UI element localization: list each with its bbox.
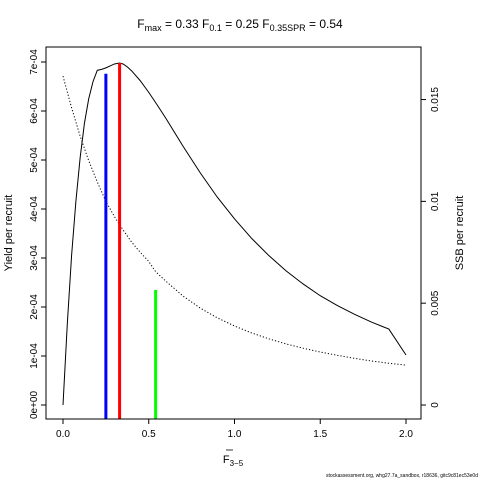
y-left-tick-label: 1e-04 <box>29 343 40 369</box>
chart-title: Fmax = 0.33 F0.1 = 0.25 F0.35SPR = 0.54 <box>137 17 343 33</box>
f01-label: F <box>202 17 209 31</box>
yield-per-recruit-curve <box>62 62 407 406</box>
y-axis-right: 0 0.005 0.01 0.015 <box>420 87 441 408</box>
f35-label: F <box>262 17 269 31</box>
x-tick-label: 0.0 <box>56 429 70 440</box>
footer-text: stockassessment.org, whg27.7a_sandbox, r… <box>326 473 478 479</box>
y-right-tick-label: 0.005 <box>430 290 441 315</box>
y-right-tick-label: 0 <box>430 402 441 408</box>
fmax-label: F <box>137 17 144 31</box>
y-axis-right-title: SSB per recruit <box>454 196 466 271</box>
x-axis-title: F3−5 <box>223 454 244 468</box>
f35-value: = 0.54 <box>309 17 343 31</box>
y-left-tick-label: 4e-04 <box>29 196 40 222</box>
y-right-tick-label: 0.01 <box>430 191 441 211</box>
f01-value: = 0.25 <box>225 17 259 31</box>
ssb-per-recruit-curve <box>62 75 407 366</box>
x-tick-label: 2.0 <box>399 429 413 440</box>
x-tick-label: 0.5 <box>142 429 156 440</box>
y-axis-left-title: Yield per recruit <box>3 195 15 272</box>
y-left-tick-label: 6e-04 <box>29 98 40 124</box>
x-axis-title-main: F <box>223 454 230 466</box>
x-axis: 0.0 0.5 1.0 1.5 2.0 <box>56 418 413 440</box>
f01-sub: 0.1 <box>209 23 222 33</box>
x-tick-label: 1.0 <box>228 429 242 440</box>
y-axis-left: 0e+00 1e-04 2e-04 3e-04 4e-04 5e-04 6e-04 7e-04 <box>29 49 47 420</box>
reference-lines-layer <box>104 62 158 419</box>
curves-layer <box>62 62 407 406</box>
fmax-sub: max <box>145 23 163 33</box>
plot-frame <box>45 46 422 420</box>
y-left-tick-label: 0e+00 <box>29 391 40 420</box>
y-left-tick-label: 7e-04 <box>29 49 40 75</box>
f35-sub: 0.35SPR <box>270 23 307 33</box>
y-left-tick-label: 3e-04 <box>29 245 40 271</box>
fmax-value: = 0.33 <box>165 17 199 31</box>
x-axis-title-sub: 3−5 <box>230 459 244 468</box>
y-right-tick-label: 0.015 <box>430 87 441 112</box>
y-left-tick-label: 5e-04 <box>29 147 40 173</box>
x-tick-label: 1.5 <box>313 429 327 440</box>
y-left-tick-label: 2e-04 <box>29 294 40 320</box>
